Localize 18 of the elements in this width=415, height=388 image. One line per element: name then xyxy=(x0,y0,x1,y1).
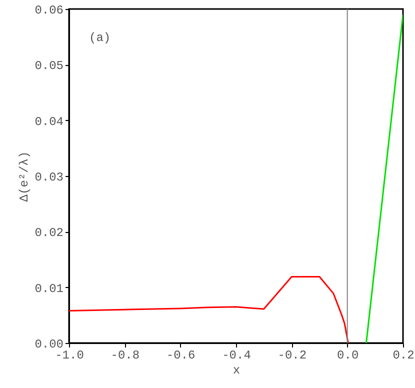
y-tick-label: 0.04 xyxy=(34,114,64,129)
x-axis-title: x xyxy=(232,364,240,378)
y-axis-title: Δ(e²/λ) xyxy=(18,151,32,202)
x-tick-label: 0.2 xyxy=(392,348,414,362)
x-tick-label: -1.0 xyxy=(55,348,84,362)
x-tick-label: -0.6 xyxy=(166,348,196,362)
x-tick-label: 0.0 xyxy=(337,348,359,362)
x-tick-label: -0.4 xyxy=(222,348,251,362)
x-tick-label: -0.2 xyxy=(278,348,307,362)
y-tick-label: 0.00 xyxy=(34,338,64,352)
y-tick-label: 0.03 xyxy=(34,170,64,184)
y-tick-label: 0.02 xyxy=(34,226,64,240)
y-tick-label: 0.06 xyxy=(34,4,64,18)
x-tick-label: -0.8 xyxy=(110,348,140,362)
y-tick-label: 0.05 xyxy=(34,59,64,74)
y-tick-label: 0.01 xyxy=(34,282,64,296)
annotation: (a) xyxy=(89,31,111,45)
line-series xyxy=(69,276,349,343)
